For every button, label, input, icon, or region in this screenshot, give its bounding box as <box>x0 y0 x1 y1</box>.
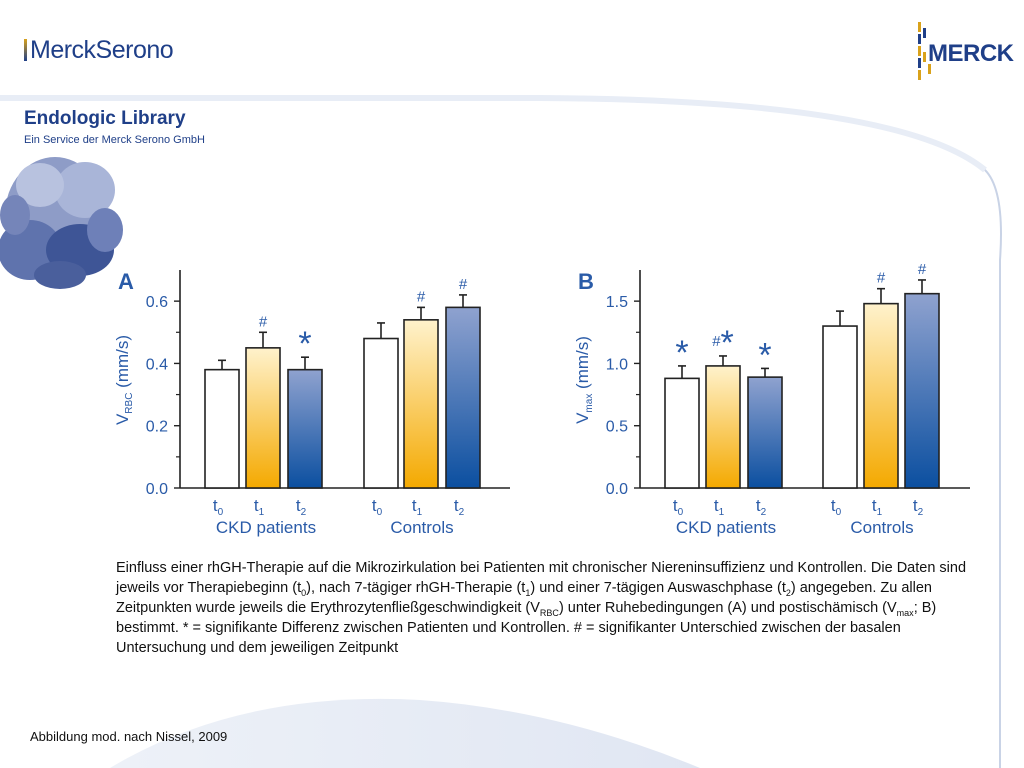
y-tick-label: 1.0 <box>606 356 628 373</box>
x-group-label: Controls <box>850 518 913 537</box>
y-axis-label-main: V <box>573 412 592 424</box>
bar-ckd-patients-t2 <box>747 376 783 489</box>
bar-controls-t2 <box>445 306 481 489</box>
significance-mark: * <box>298 325 311 363</box>
significance-mark: #* <box>712 324 734 362</box>
swoosh-shape <box>110 698 700 768</box>
significance-mark: # <box>918 261 927 278</box>
y-tick-label: 0.4 <box>146 356 168 373</box>
library-title: Endologic Library <box>24 108 186 129</box>
logo-bar-icon <box>24 39 27 61</box>
bar-ckd-patients-t0 <box>664 377 700 489</box>
x-category-label: t1 <box>714 496 725 518</box>
significance-mark: # <box>459 276 468 293</box>
y-tick-label: 0.5 <box>606 419 628 436</box>
significance-mark: * <box>758 336 771 374</box>
y-axis-label: Vmax (mm/s) <box>573 336 595 424</box>
x-category-label: t1 <box>872 496 883 518</box>
significance-mark: # <box>259 313 268 330</box>
x-category-label: t2 <box>454 496 465 518</box>
bar-ckd-patients-t1 <box>245 347 281 489</box>
y-tick-label: 1.5 <box>606 294 628 311</box>
y-tick-label: 0.6 <box>146 294 168 311</box>
x-category-label: t1 <box>412 496 423 518</box>
x-category-label: t2 <box>296 496 307 518</box>
y-tick-label: 0.2 <box>146 419 168 436</box>
panel-letter: A <box>118 269 134 294</box>
x-category-label: t0 <box>213 496 224 518</box>
bar-ckd-patients-t1 <box>705 365 741 489</box>
bar-ckd-patients-t2 <box>287 368 323 489</box>
x-group-label: CKD patients <box>216 518 316 537</box>
merck-serono-logo: MerckSerono <box>24 36 174 65</box>
x-category-label: t1 <box>254 496 265 518</box>
y-axis-label-unit: (mm/s) <box>573 336 592 394</box>
bar-controls-t1 <box>863 302 899 489</box>
x-category-label: t2 <box>913 496 924 518</box>
x-group-label: CKD patients <box>676 518 776 537</box>
x-category-label: t0 <box>372 496 383 518</box>
merck-logo: MERCK <box>916 22 1014 82</box>
x-category-label: t0 <box>673 496 684 518</box>
panel-letter: B <box>578 269 594 294</box>
significance-mark: * <box>675 334 688 372</box>
x-category-label: t2 <box>756 496 767 518</box>
protein-structure-image <box>0 157 123 289</box>
y-axis-label-sub: max <box>584 394 595 413</box>
x-category-label: t0 <box>831 496 842 518</box>
significance-mark: # <box>417 288 426 305</box>
y-axis-label-sub: RBC <box>124 393 135 414</box>
y-axis-label-unit: (mm/s) <box>113 335 132 393</box>
source-citation: Abbildung mod. nach Nissel, 2009 <box>30 729 228 744</box>
x-group-label: Controls <box>390 518 453 537</box>
bar-controls-t1 <box>403 319 439 489</box>
bar-controls-t2 <box>904 292 940 489</box>
bar-controls-t0 <box>363 337 399 489</box>
y-axis-label-main: V <box>113 413 132 425</box>
merck-logo-mark <box>918 22 931 80</box>
y-tick-label: 0.0 <box>606 481 628 498</box>
bar-ckd-patients-t0 <box>204 368 240 489</box>
y-axis-label: VRBC (mm/s) <box>113 335 135 425</box>
y-tick-label: 0.0 <box>146 481 168 498</box>
bar-controls-t0 <box>822 325 858 489</box>
figure-caption: Einfluss einer rhGH-Therapie auf die Mik… <box>116 560 967 656</box>
significance-mark: # <box>877 270 886 287</box>
library-subtitle: Ein Service der Merck Serono GmbH <box>24 134 205 146</box>
